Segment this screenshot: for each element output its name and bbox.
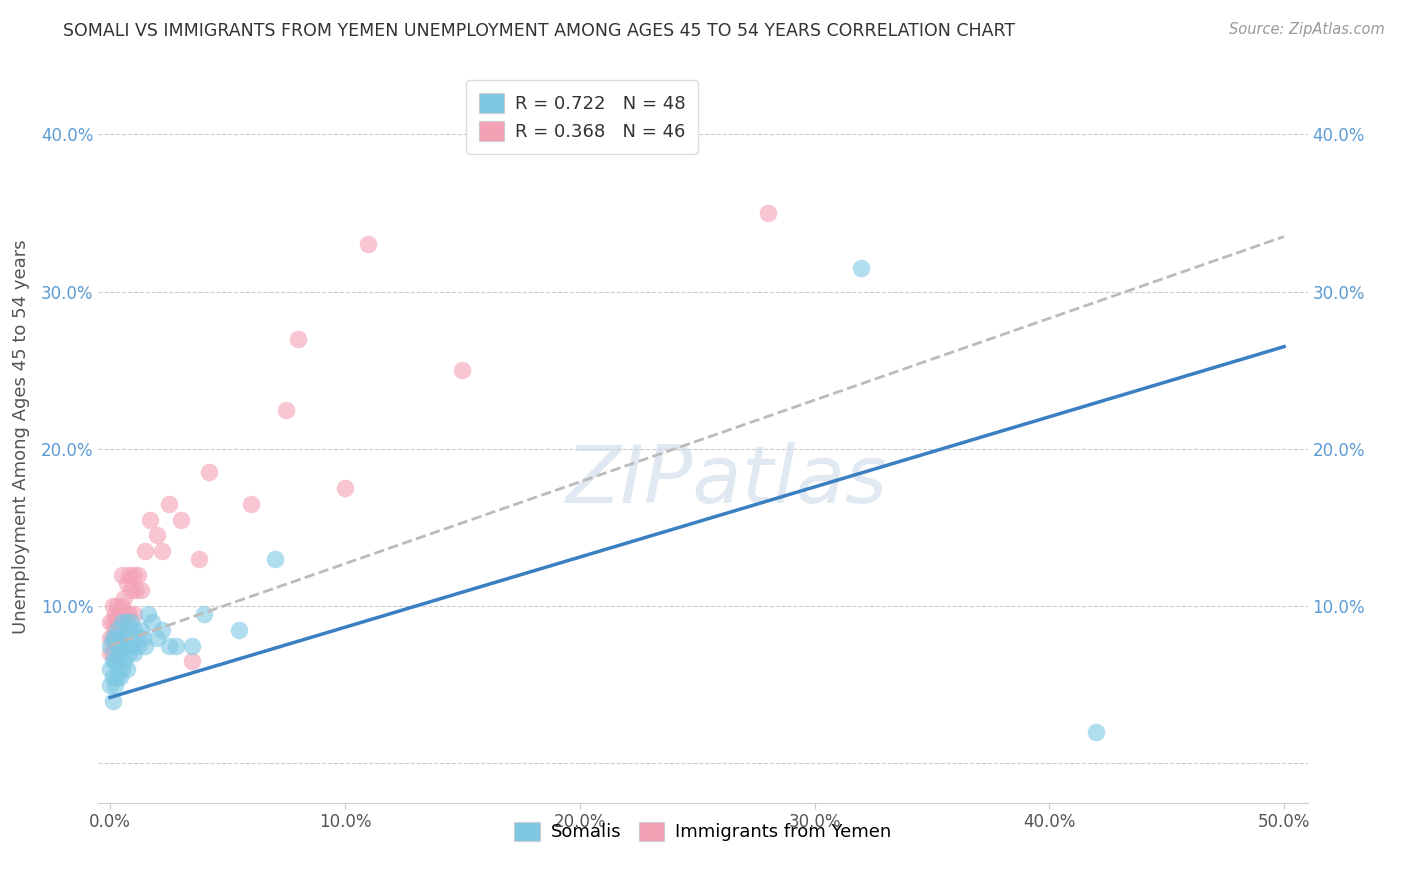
Point xyxy=(134,544,156,558)
Point xyxy=(357,237,380,252)
Point xyxy=(111,662,134,676)
Point xyxy=(115,575,138,590)
Point xyxy=(105,599,128,614)
Point xyxy=(101,646,124,660)
Point xyxy=(129,583,152,598)
Point xyxy=(136,607,159,621)
Text: SOMALI VS IMMIGRANTS FROM YEMEN UNEMPLOYMENT AMONG AGES 45 TO 54 YEARS CORRELATI: SOMALI VS IMMIGRANTS FROM YEMEN UNEMPLOY… xyxy=(63,22,1015,40)
Point xyxy=(146,631,169,645)
Point xyxy=(157,497,180,511)
Point xyxy=(228,623,250,637)
Point xyxy=(104,654,127,668)
Point xyxy=(1085,725,1108,739)
Point xyxy=(111,639,134,653)
Point xyxy=(122,623,145,637)
Point xyxy=(98,639,121,653)
Point xyxy=(111,599,134,614)
Point xyxy=(122,607,145,621)
Point xyxy=(112,591,135,606)
Point xyxy=(115,662,138,676)
Point xyxy=(112,631,135,645)
Point xyxy=(108,607,131,621)
Point xyxy=(756,206,779,220)
Point xyxy=(129,623,152,637)
Point xyxy=(333,481,356,495)
Point xyxy=(127,567,149,582)
Point xyxy=(108,670,131,684)
Y-axis label: Unemployment Among Ages 45 to 54 years: Unemployment Among Ages 45 to 54 years xyxy=(11,240,30,634)
Point xyxy=(115,615,138,629)
Point xyxy=(104,678,127,692)
Point xyxy=(108,623,131,637)
Point xyxy=(105,615,128,629)
Point xyxy=(134,639,156,653)
Point xyxy=(197,466,219,480)
Point xyxy=(181,639,204,653)
Point xyxy=(125,631,148,645)
Text: ZIPatlas: ZIPatlas xyxy=(567,442,889,520)
Point xyxy=(105,654,128,668)
Point xyxy=(115,607,138,621)
Point xyxy=(112,654,135,668)
Point xyxy=(276,402,298,417)
Point xyxy=(240,497,263,511)
Point xyxy=(118,623,141,637)
Point xyxy=(101,615,124,629)
Point xyxy=(127,639,149,653)
Point xyxy=(115,639,138,653)
Point xyxy=(111,567,134,582)
Point xyxy=(112,615,135,629)
Point xyxy=(98,615,121,629)
Point xyxy=(105,631,128,645)
Point xyxy=(157,639,180,653)
Point xyxy=(105,623,128,637)
Point xyxy=(120,583,142,598)
Point xyxy=(125,583,148,598)
Text: Source: ZipAtlas.com: Source: ZipAtlas.com xyxy=(1229,22,1385,37)
Point xyxy=(98,662,121,676)
Point xyxy=(132,631,155,645)
Point xyxy=(98,631,121,645)
Point xyxy=(169,513,191,527)
Point xyxy=(150,544,173,558)
Point xyxy=(141,615,163,629)
Point xyxy=(98,678,121,692)
Point xyxy=(101,599,124,614)
Point xyxy=(101,654,124,668)
Point xyxy=(120,615,142,629)
Point xyxy=(188,552,211,566)
Point xyxy=(146,528,169,542)
Point xyxy=(122,567,145,582)
Point xyxy=(104,639,127,653)
Point xyxy=(118,607,141,621)
Point xyxy=(104,631,127,645)
Point xyxy=(108,646,131,660)
Point xyxy=(111,615,134,629)
Point xyxy=(105,639,128,653)
Point xyxy=(101,670,124,684)
Point xyxy=(451,363,474,377)
Point xyxy=(104,607,127,621)
Point xyxy=(150,623,173,637)
Point xyxy=(287,332,309,346)
Point xyxy=(139,513,162,527)
Point xyxy=(120,639,142,653)
Point xyxy=(193,607,215,621)
Point xyxy=(263,552,285,566)
Point xyxy=(122,646,145,660)
Point xyxy=(98,646,121,660)
Point xyxy=(118,567,141,582)
Point xyxy=(851,260,873,275)
Point xyxy=(101,631,124,645)
Point xyxy=(118,646,141,660)
Point xyxy=(104,623,127,637)
Point xyxy=(105,670,128,684)
Point xyxy=(108,631,131,645)
Legend: Somalis, Immigrants from Yemen: Somalis, Immigrants from Yemen xyxy=(508,814,898,848)
Point xyxy=(101,631,124,645)
Point xyxy=(101,693,124,707)
Point xyxy=(165,639,187,653)
Point xyxy=(111,615,134,629)
Point xyxy=(181,654,204,668)
